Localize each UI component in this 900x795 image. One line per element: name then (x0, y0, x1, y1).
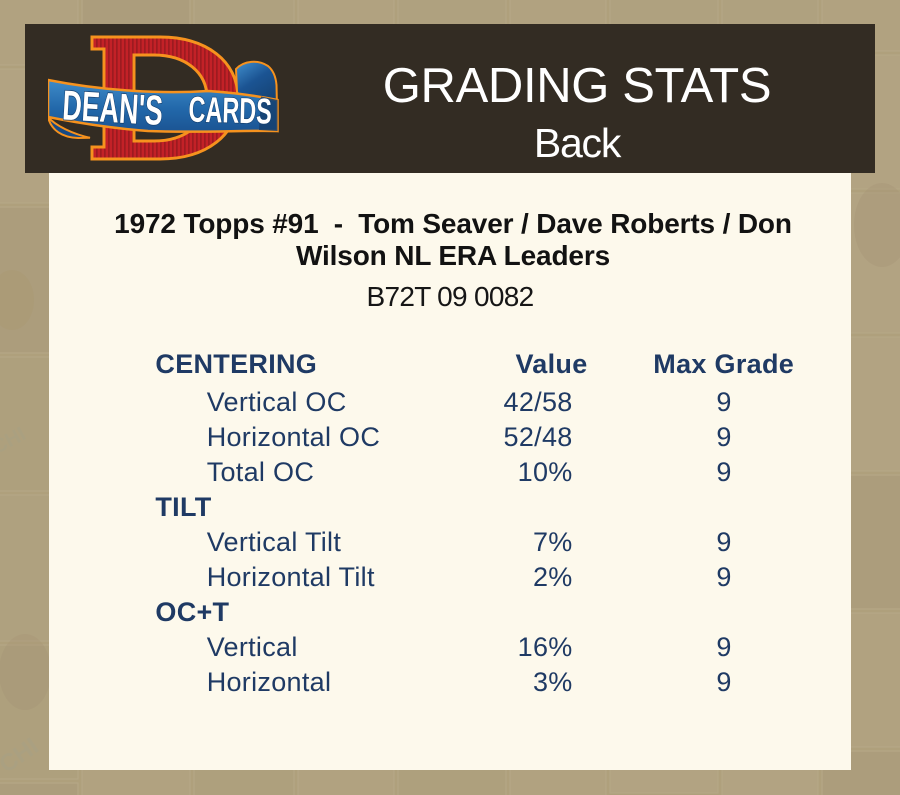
svg-text:DEAN'S: DEAN'S (61, 83, 164, 135)
svg-text:CARDS: CARDS (188, 91, 272, 132)
